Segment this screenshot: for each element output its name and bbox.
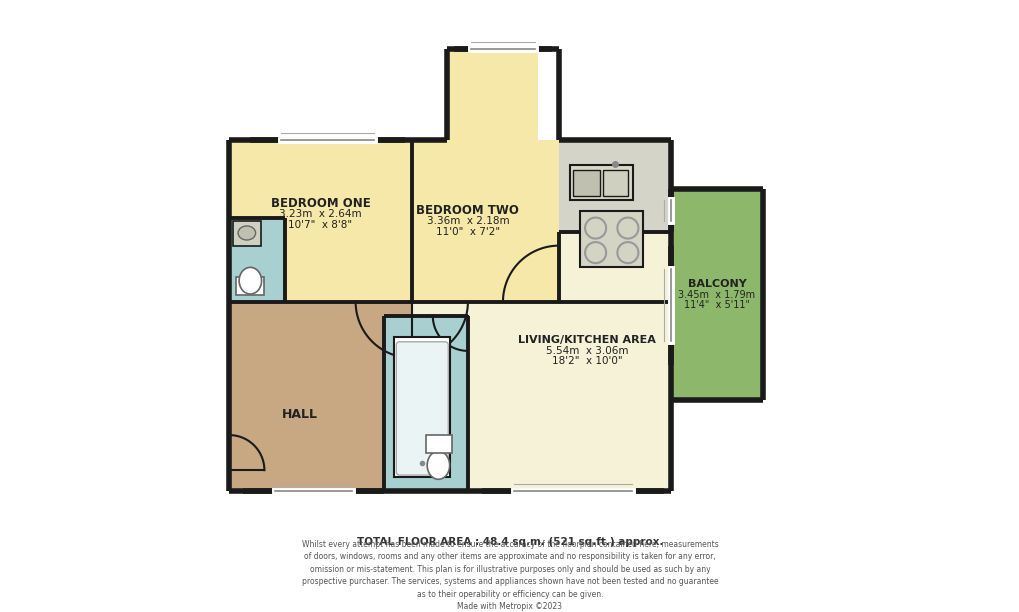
Text: 10'7"  x 8'8": 10'7" x 8'8" xyxy=(288,220,353,230)
Text: 3.36m  x 2.18m: 3.36m x 2.18m xyxy=(426,216,508,226)
Polygon shape xyxy=(229,302,412,491)
Ellipse shape xyxy=(238,267,261,294)
Bar xyxy=(603,170,628,196)
Text: 18'2"  x 10'0": 18'2" x 10'0" xyxy=(551,356,622,367)
Bar xyxy=(425,435,452,453)
Text: BEDROOM TWO: BEDROOM TWO xyxy=(416,204,519,217)
Polygon shape xyxy=(229,217,285,302)
Text: 3.23m  x 2.64m: 3.23m x 2.64m xyxy=(279,209,362,219)
Polygon shape xyxy=(412,140,671,491)
Text: HALL: HALL xyxy=(281,408,317,420)
Polygon shape xyxy=(229,140,412,302)
Text: Whilst every attempt has been made to ensure the accuracy of the floorplan conta: Whilst every attempt has been made to en… xyxy=(302,540,717,611)
Text: TOTAL FLOOR AREA : 48.4 sq.m. (521 sq.ft.) approx.: TOTAL FLOOR AREA : 48.4 sq.m. (521 sq.ft… xyxy=(357,537,662,547)
Bar xyxy=(393,337,450,477)
Bar xyxy=(573,170,599,196)
Text: BEDROOM ONE: BEDROOM ONE xyxy=(270,197,370,210)
Ellipse shape xyxy=(237,226,256,240)
Text: 3.45m  x 1.79m: 3.45m x 1.79m xyxy=(678,289,755,300)
Text: BALCONY: BALCONY xyxy=(687,279,746,289)
Bar xyxy=(580,211,643,267)
Bar xyxy=(232,221,261,245)
Bar xyxy=(236,277,264,295)
Polygon shape xyxy=(558,140,671,231)
Text: LIVING/KITCHEN AREA: LIVING/KITCHEN AREA xyxy=(518,335,655,345)
Polygon shape xyxy=(383,316,468,491)
Text: 11'0"  x 7'2": 11'0" x 7'2" xyxy=(435,226,499,237)
FancyBboxPatch shape xyxy=(396,341,447,475)
Ellipse shape xyxy=(427,451,449,479)
Polygon shape xyxy=(412,49,558,302)
Bar xyxy=(569,165,632,200)
Text: 11'4"  x 5'11": 11'4" x 5'11" xyxy=(684,300,749,310)
Polygon shape xyxy=(671,190,762,400)
Text: 5.54m  x 3.06m: 5.54m x 3.06m xyxy=(545,346,628,356)
